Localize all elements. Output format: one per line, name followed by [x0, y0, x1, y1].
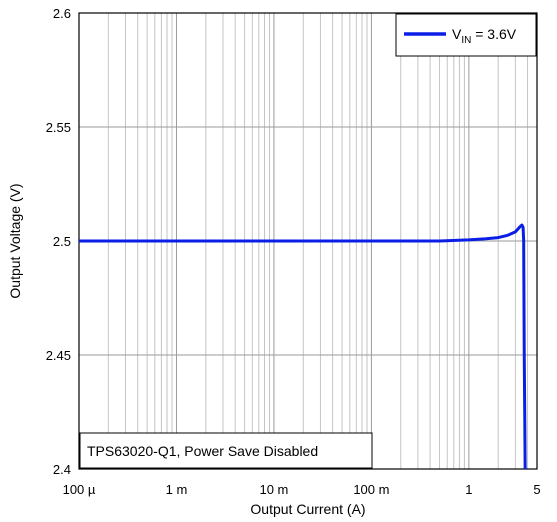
x-tick-label: 1 m	[166, 482, 188, 497]
x-axis-title: Output Current (A)	[250, 501, 365, 517]
series-layer	[79, 223, 527, 470]
x-tick-label: 1	[465, 482, 472, 497]
y-axis-title: Output Voltage (V)	[7, 183, 23, 298]
y-tick-label: 2.55	[46, 120, 71, 135]
legend-label-rest: = 3.6V	[471, 26, 516, 42]
y-tick-label: 2.4	[53, 462, 71, 477]
annotation-box	[79, 432, 373, 469]
y-tick-label: 2.6	[53, 6, 71, 21]
annotation-text: TPS63020-Q1, Power Save Disabled	[87, 443, 318, 459]
annotation: TPS63020-Q1, Power Save Disabled	[79, 432, 373, 469]
y-tick-label: 2.45	[46, 348, 71, 363]
x-tick-label: 100 m	[353, 482, 389, 497]
legend: VIN = 3.6V	[395, 13, 537, 57]
y-tick-label: 2.5	[53, 234, 71, 249]
x-tick-label: 5	[533, 482, 540, 497]
legend-label-main: V	[452, 26, 462, 42]
series-line	[79, 223, 527, 470]
x-tick-label: 100 µ	[63, 482, 96, 497]
legend-label-sub: IN	[461, 35, 471, 46]
legend-label: VIN = 3.6V	[452, 26, 517, 46]
x-tick-label: 10 m	[259, 482, 288, 497]
tick-labels: 100 µ 1 m 10 m 100 m 1 5 2.4 2.45 2.5 2.55 2.6	[46, 6, 541, 497]
